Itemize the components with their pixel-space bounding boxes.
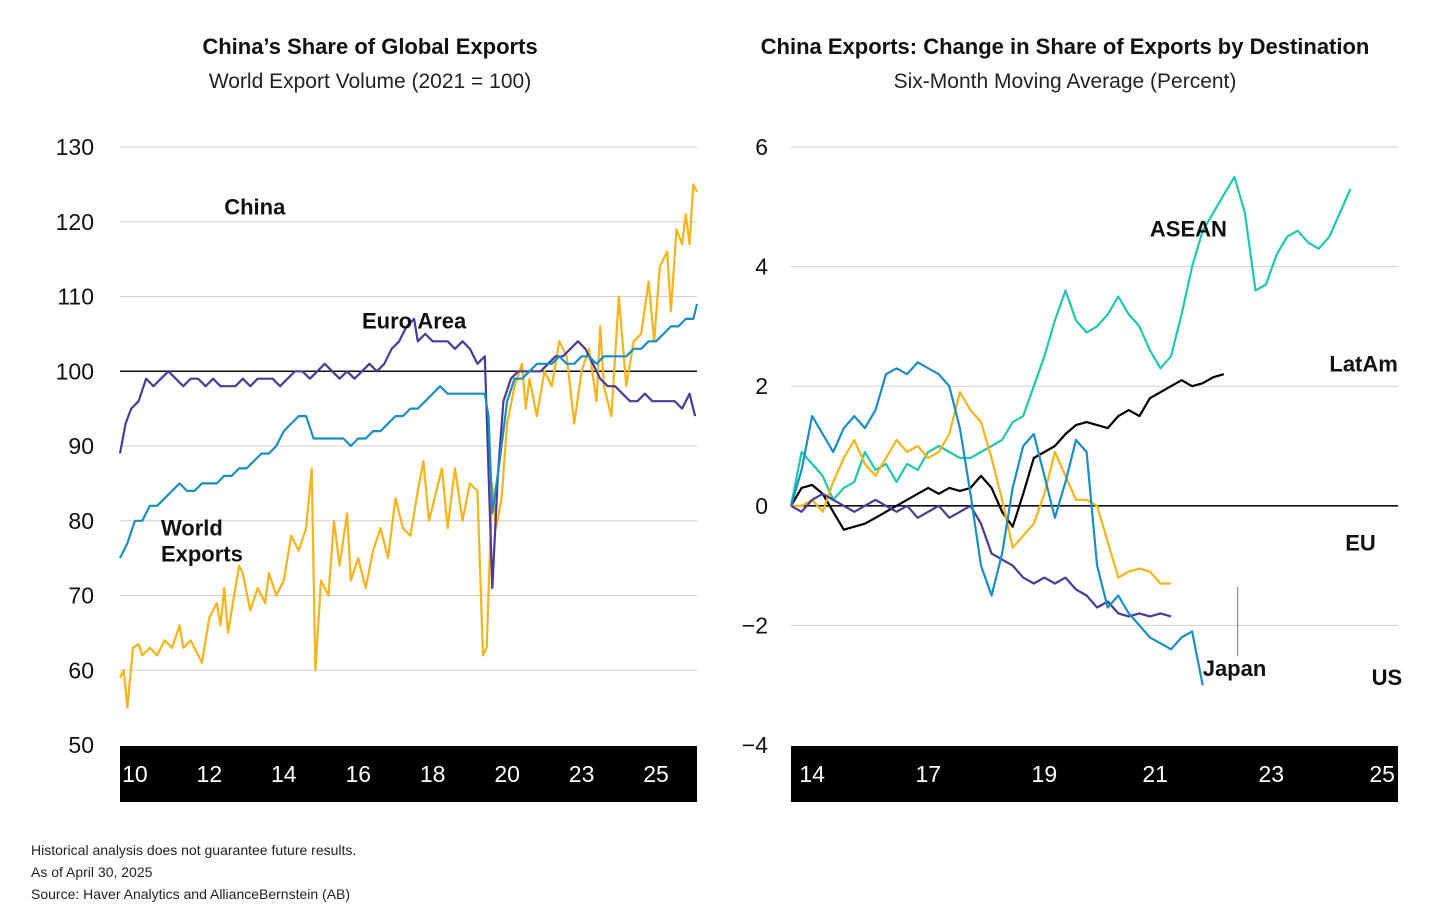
left-y-tick-label: 60 [68,657,94,683]
left-x-axis-bar [120,746,697,802]
right-series-label-eu: EU [1345,531,1376,556]
right-chart-subtitle: Six-Month Moving Average (Percent) [893,70,1237,93]
footnote-source: Source: Haver Analytics and AllianceBern… [31,886,351,902]
left-y-tick-label: 100 [56,358,94,384]
right-y-tick-label: −2 [742,612,768,638]
left-y-tick-label: 80 [68,508,94,534]
right-y-tick-label: 4 [755,254,768,280]
right-x-tick-label: 21 [1142,761,1168,787]
left-y-tick-label: 70 [68,583,94,609]
left-x-tick-label: 25 [643,761,669,787]
left-x-tick-label: 16 [345,761,371,787]
left-y-tick-label: 110 [57,284,94,310]
left-series-euro-area-line [118,317,697,590]
left-x-tick-label: 14 [271,761,297,787]
footnote-disclaimer: Historical analysis does not guarantee f… [31,842,357,858]
right-series-label-japan: Japan [1203,656,1267,681]
footnote-date: As of April 30, 2025 [31,864,153,880]
right-series-us-line [789,361,1204,686]
right-series-japan-line [790,492,1172,618]
right-x-tick-label: 23 [1259,761,1285,787]
right-x-axis-bar [791,746,1398,802]
left-chart-title: China’s Share of Global Exports [202,34,538,59]
right-series-label-asean: ASEAN [1150,217,1227,242]
right-chart-title: China Exports: Change in Share of Export… [760,34,1370,59]
right-series-eu-line [791,391,1171,585]
right-y-tick-label: −4 [742,732,768,758]
left-y-tick-label: 90 [68,433,94,459]
left-series-china-line [119,183,698,709]
left-y-tick-label: 130 [56,134,94,160]
right-series-asean-line [789,175,1352,507]
left-y-tick-label: 50 [68,732,94,758]
left-series-label-euro-area: Euro Area [362,309,467,334]
left-x-tick-label: 23 [569,761,595,787]
right-y-tick-label: 6 [755,134,768,160]
left-chart-subtitle: World Export Volume (2021 = 100) [208,70,532,93]
left-series-label-world-exports: World Exports [161,516,243,567]
right-y-tick-label: 0 [755,493,768,519]
right-x-tick-label: 14 [799,761,825,787]
right-x-tick-label: 25 [1369,761,1395,787]
left-y-tick-label: 120 [56,209,94,235]
right-x-tick-label: 17 [915,761,941,787]
left-series-world-exports-line [119,303,699,559]
left-series-label-china: China [224,194,286,219]
right-x-tick-label: 19 [1032,761,1058,787]
right-series-label-latam: LatAm [1329,351,1397,376]
right-series-label-us: US [1372,665,1403,690]
left-x-tick-label: 10 [122,761,148,787]
left-x-tick-label: 18 [420,761,446,787]
left-x-tick-label: 12 [197,761,223,787]
left-x-tick-label: 20 [494,761,520,787]
right-y-tick-label: 2 [755,373,768,399]
